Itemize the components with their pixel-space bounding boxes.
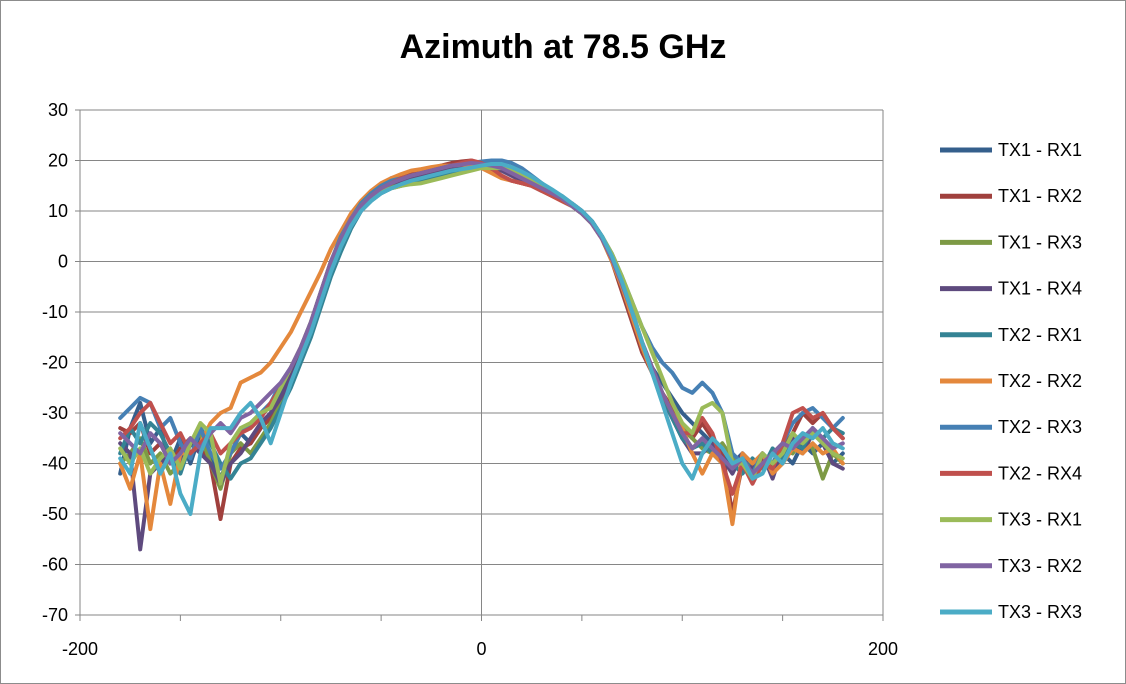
series-lines [118,158,845,552]
axes: 30 20 10 0 -10 -20 -30 -40 -50 -60 -70 -200 0 200 [42,100,898,659]
legend-label: TX1 - RX3 [998,232,1082,252]
y-tick-label: -70 [42,605,68,625]
legend-label: TX3 - RX2 [998,556,1082,576]
y-tick-label: -30 [42,403,68,423]
legend-label: TX1 - RX2 [998,186,1082,206]
chart-title: Azimuth at 78.5 GHz [399,28,727,66]
legend-label: TX1 - RX1 [998,140,1082,160]
y-tick-label: -50 [42,504,68,524]
legend-label: TX3 - RX3 [998,602,1082,622]
y-tick-label: -60 [42,555,68,575]
series-line [118,166,845,486]
y-tick-label: -20 [42,353,68,373]
legend-label: TX1 - RX4 [998,279,1082,299]
legend-label: TX2 - RX2 [998,371,1082,391]
x-tick-label: 0 [476,639,486,659]
y-tick-label: 30 [48,100,68,120]
y-tick-label: 10 [48,201,68,221]
legend-label: TX2 - RX4 [998,463,1082,483]
x-tick-label: 200 [868,639,898,659]
series-line [118,162,845,516]
x-tick-label: -200 [62,639,98,659]
y-tick-label: 0 [58,252,68,272]
legend: TX1 - RX1 TX1 - RX2 TX1 - RX3 TX1 - RX4 TX2 … [940,140,1082,622]
y-tick-label: -40 [42,454,68,474]
legend-label: TX2 - RX3 [998,417,1082,437]
y-tick-label: 20 [48,151,68,171]
y-tick-label: -10 [42,302,68,322]
legend-label: TX2 - RX1 [998,325,1082,345]
legend-label: TX3 - RX1 [998,510,1082,530]
